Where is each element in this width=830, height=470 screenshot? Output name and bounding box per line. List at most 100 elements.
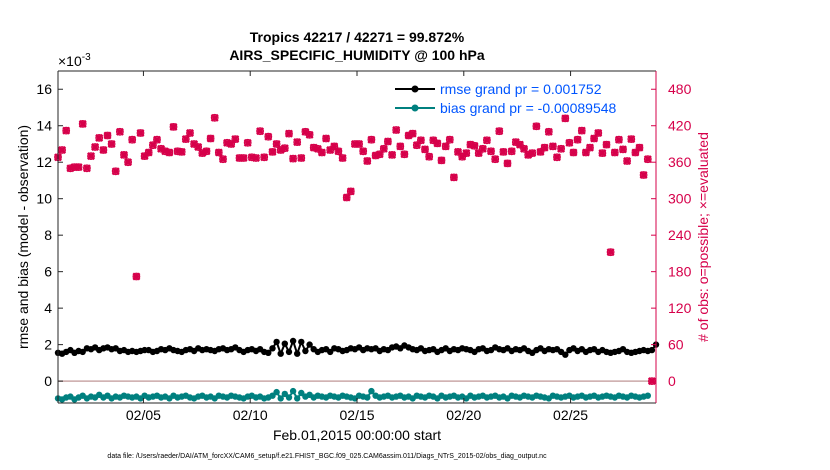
obs-possible-point [503,159,512,168]
obs-possible-point [516,140,524,149]
obs-possible-point [136,129,145,137]
obs-possible-point [148,141,157,150]
obs-possible-point [400,150,409,159]
y-right-tick-label: 300 [668,191,692,207]
y-left-tick-label: 0 [44,373,52,389]
obs-possible-point [91,143,99,151]
obs-possible-point [569,148,578,157]
obs-possible-point [87,152,95,161]
obs-evaluated-point-core [58,146,66,154]
obs-evaluated-point-core [211,114,218,121]
y-left-tick-label: 6 [44,264,52,280]
obs-possible-point [553,153,561,162]
obs-possible-point [478,144,487,153]
series-rmse-point [273,338,280,346]
obs-possible-point [507,147,516,156]
obs-possible-point [573,135,582,144]
obs-evaluated-point-core [137,129,144,137]
y-right-tick-label: 240 [668,227,692,243]
y-left-tick-label: 12 [36,154,52,170]
obs-possible-point [594,129,603,137]
x-tick-label: 02/20 [446,407,481,423]
obs-possible-point [441,142,450,151]
obs-possible-point [623,157,631,165]
legend-marker-bias [411,104,419,112]
obs-possible-point [124,158,133,167]
obs-possible-point [384,137,392,146]
obs-possible-point [99,146,108,154]
obs-evaluated-point-core [100,146,107,154]
obs-possible-point [540,143,549,152]
obs-evaluated-point-core [289,155,297,162]
obs-evaluated-point-core [129,136,136,143]
obs-possible-point [322,134,331,143]
obs-possible-point [128,135,137,144]
obs-possible-point [462,149,471,158]
y-left-tick-label: 14 [36,118,52,134]
y-right-tick-label: 180 [668,264,692,280]
obs-possible-point [631,148,640,157]
y-exponent-base: ×10 [58,53,82,69]
x-tick-label: 02/05 [126,407,161,423]
obs-possible-point [111,167,120,176]
series-rmse-point [648,346,656,354]
obs-possible-point [243,138,252,147]
obs-possible-point [437,156,446,165]
obs-possible-point [421,145,429,154]
series-rmse-point [277,350,284,357]
obs-possible-point [186,129,194,137]
obs-evaluated-point-core [149,142,157,149]
x-tick-label: 02/15 [339,407,374,423]
y-left-tick-label: 2 [44,337,52,353]
obs-possible-point [338,154,347,162]
ticks-layer: 02/05 02/10 02/15 02/20 02/25 0 2 4 6 8 10 12 14 16 0 6… [36,71,692,423]
obs-possible-point [454,147,462,156]
obs-possible-point [412,141,421,150]
series-bias-point [644,392,651,399]
obs-possible-point [602,140,611,149]
obs-possible-point [153,135,161,144]
obs-possible-point [305,130,314,139]
obs-possible-point [590,134,598,143]
obs-possible-point [169,122,178,131]
legend-label-bias: bias grand pr = -0.00089548 [440,100,617,116]
y-right-tick-label: 420 [668,118,692,134]
obs-possible-point [330,142,339,151]
obs-possible-point [58,146,66,154]
y-right-tick-label: 480 [668,81,692,97]
y-right-tick-label: 0 [668,373,676,389]
obs-evaluated-point-core [215,149,222,156]
y-axis-right-label: # of obs: o=possible; ×=evaluated [695,132,711,342]
obs-evaluated-point-core [79,120,86,128]
obs-possible-point [445,135,454,144]
obs-possible-point [433,139,442,148]
obs-possible-point [95,133,104,142]
obs-possible-point [181,135,190,144]
obs-evaluated-point-core [83,165,91,172]
obs-possible-point [293,138,302,147]
y-axis-left-label: rmse and bias (model - observation) [15,125,31,349]
y-exponent-power: -3 [82,52,91,63]
series-rmse-point [294,350,301,357]
obs-possible-point [639,171,648,179]
obs-possible-point [379,144,388,153]
series-bias-point [364,394,371,401]
obs-possible-point [318,148,326,157]
y-exponent-label: ×10-3 [58,52,91,69]
obs-possible-point [272,140,281,148]
legend-label-rmse: rmse grand pr = 0.001752 [440,81,602,97]
obs-possible-point [417,136,425,145]
obs-possible-point [363,157,372,165]
obs-possible-point [264,132,273,141]
obs-possible-point [388,150,397,159]
series-rmse-point [281,340,288,347]
obs-possible-point [367,135,376,144]
obs-possible-point [532,122,541,131]
obs-possible-point [610,148,619,157]
series-rmse-point [269,345,276,352]
obs-evaluated-point-core [104,132,111,139]
y-left-tick-label: 16 [36,81,52,97]
series-rmse-point [289,337,297,345]
x-tick-label: 02/25 [553,407,588,423]
series-rmse-point [285,348,293,356]
